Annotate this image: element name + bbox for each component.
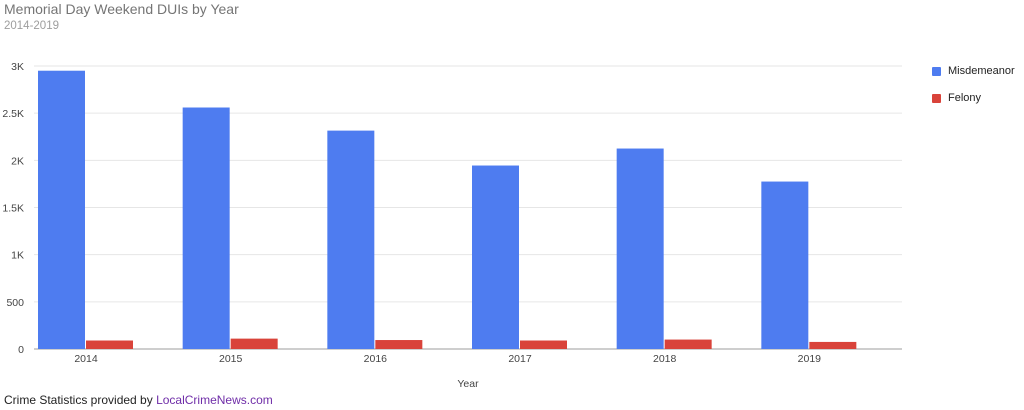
bar-felony-2017 <box>520 340 567 349</box>
x-tick-label: 2014 <box>74 353 98 365</box>
footer-link[interactable]: LocalCrimeNews.com <box>156 393 273 407</box>
x-tick-label: 2015 <box>219 353 243 365</box>
bar-misdemeanor-2017 <box>472 165 519 349</box>
x-tick-label: 2018 <box>653 353 677 365</box>
legend-label: Misdemeanor <box>948 65 1015 77</box>
legend-swatch <box>932 93 941 103</box>
legend-swatch <box>932 66 941 76</box>
legend-item-felony[interactable]: Felony <box>932 92 981 104</box>
bar-felony-2015 <box>230 338 278 349</box>
x-tick-label: 2017 <box>508 353 532 365</box>
bar-felony-2019 <box>809 341 857 349</box>
bar-felony-2016 <box>375 340 423 349</box>
bar-misdemeanor-2019 <box>761 181 809 349</box>
y-tick-label: 1.5K <box>2 203 24 215</box>
bar-felony-2014 <box>86 340 133 349</box>
y-tick-label: 0 <box>18 344 24 356</box>
bar-misdemeanor-2014 <box>38 70 85 349</box>
chart-title: Memorial Day Weekend DUIs by Year <box>4 1 239 17</box>
y-tick-label: 500 <box>6 297 24 309</box>
bar-chart: 0 500 1K 1.5K 2K 2.5K 3K 2014 2015 2016 2017 2018 20… <box>2 61 902 390</box>
bar-felony-2018 <box>664 339 712 349</box>
y-tick-label: 2K <box>11 155 24 167</box>
y-tick-label: 2.5K <box>2 108 24 120</box>
bar-misdemeanor-2018 <box>616 148 664 349</box>
footer-text: Crime Statistics provided by <box>4 393 157 407</box>
x-tick-label: 2019 <box>798 353 822 365</box>
x-tick-label: 2016 <box>364 353 388 365</box>
legend-item-misdemeanor[interactable]: Misdemeanor <box>932 65 1015 77</box>
y-tick-label: 1K <box>11 250 24 262</box>
y-tick-label: 3K <box>11 61 24 73</box>
bar-misdemeanor-2016 <box>327 130 375 349</box>
bar-misdemeanor-2015 <box>182 107 230 349</box>
legend-label: Felony <box>948 92 982 104</box>
chart-subtitle: 2014-2019 <box>4 20 59 32</box>
footer-credit: Crime Statistics provided by LocalCrimeN… <box>4 393 273 407</box>
x-axis-label: Year <box>457 378 479 390</box>
